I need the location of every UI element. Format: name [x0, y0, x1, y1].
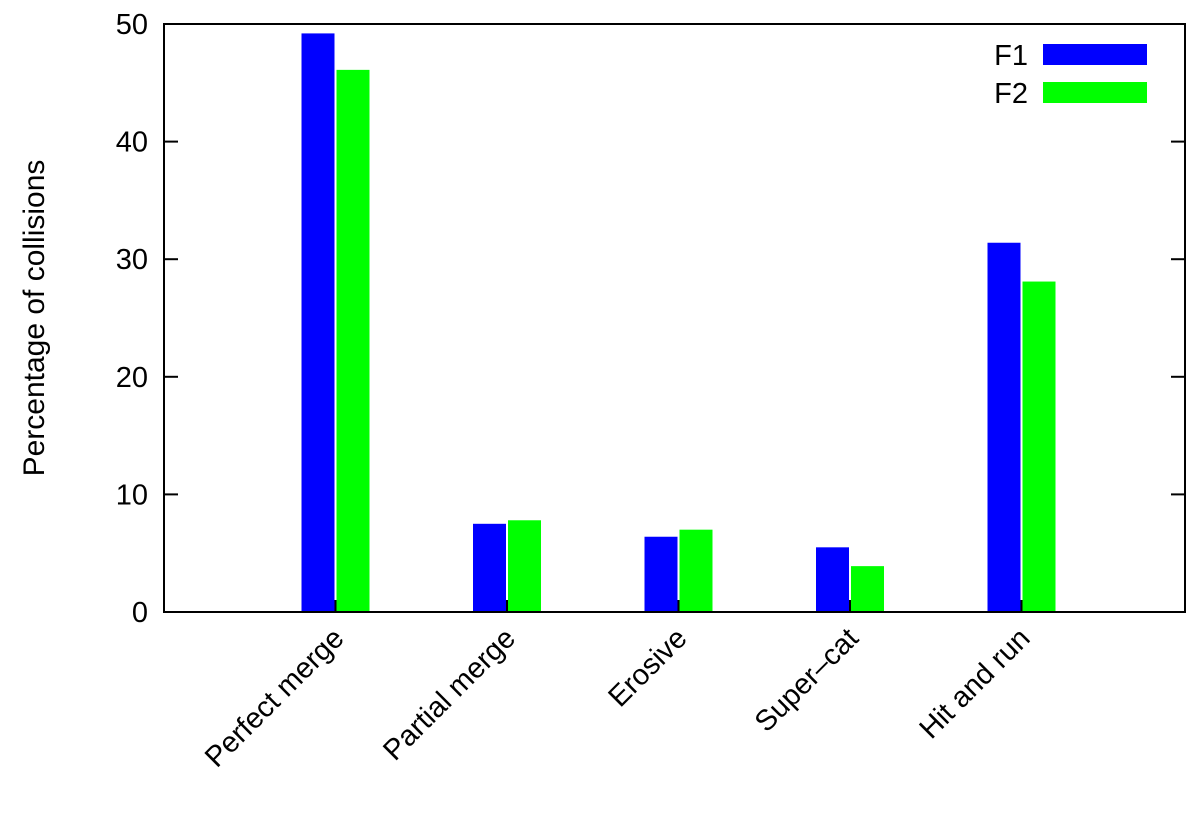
plot-frame [163, 23, 1186, 613]
y-tick-label: 30 [116, 244, 148, 276]
legend-label-f1: F1 [994, 40, 1028, 72]
y-axis-title: Percentage of collisions [18, 160, 51, 477]
y-axis-ticks: 0 10 20 30 40 50 [116, 9, 1185, 629]
y-tick-label: 50 [116, 9, 148, 41]
y-tick-label: 40 [116, 127, 148, 159]
bar-f2-1 [508, 520, 541, 612]
x-axis-category-labels: Perfect merge Partial merge Erosive Super–c… [199, 600, 1036, 774]
legend-swatch-f2 [1043, 82, 1147, 103]
bar-f1-0 [301, 33, 335, 612]
bar-f1-1 [473, 523, 506, 612]
bar-f2-4 [1022, 281, 1056, 612]
bar-f1-4 [987, 242, 1021, 612]
x-category-label: Erosive [602, 622, 693, 713]
x-category-label: Perfect merge [199, 622, 350, 773]
y-tick-label: 10 [116, 479, 148, 511]
bar-f2-0 [336, 69, 370, 612]
bar-f1-2 [644, 536, 678, 612]
x-category-label: Super–cat [749, 622, 865, 738]
legend-swatch-f1 [1043, 44, 1147, 65]
bar-f2-3 [851, 566, 884, 612]
bar-f1-3 [816, 547, 849, 612]
y-tick-label: 0 [132, 597, 148, 629]
x-category-label: Hit and run [914, 622, 1037, 745]
x-category-label: Partial merge [377, 622, 522, 767]
y-tick-label: 20 [116, 362, 148, 394]
bar-group [301, 33, 1056, 612]
bar-f2-2 [679, 529, 713, 612]
legend-label-f2: F2 [994, 78, 1028, 110]
